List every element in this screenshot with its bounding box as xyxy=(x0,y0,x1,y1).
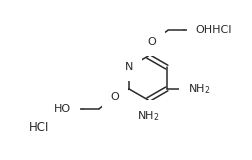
Text: HCI: HCI xyxy=(28,121,49,134)
Text: NH$_2$: NH$_2$ xyxy=(137,109,159,123)
Text: O: O xyxy=(111,92,119,102)
Text: OHHCI: OHHCI xyxy=(196,25,232,35)
Text: NH$_2$: NH$_2$ xyxy=(188,82,210,96)
Text: N: N xyxy=(125,62,133,72)
Text: O: O xyxy=(147,37,156,47)
Text: HO: HO xyxy=(54,104,71,114)
